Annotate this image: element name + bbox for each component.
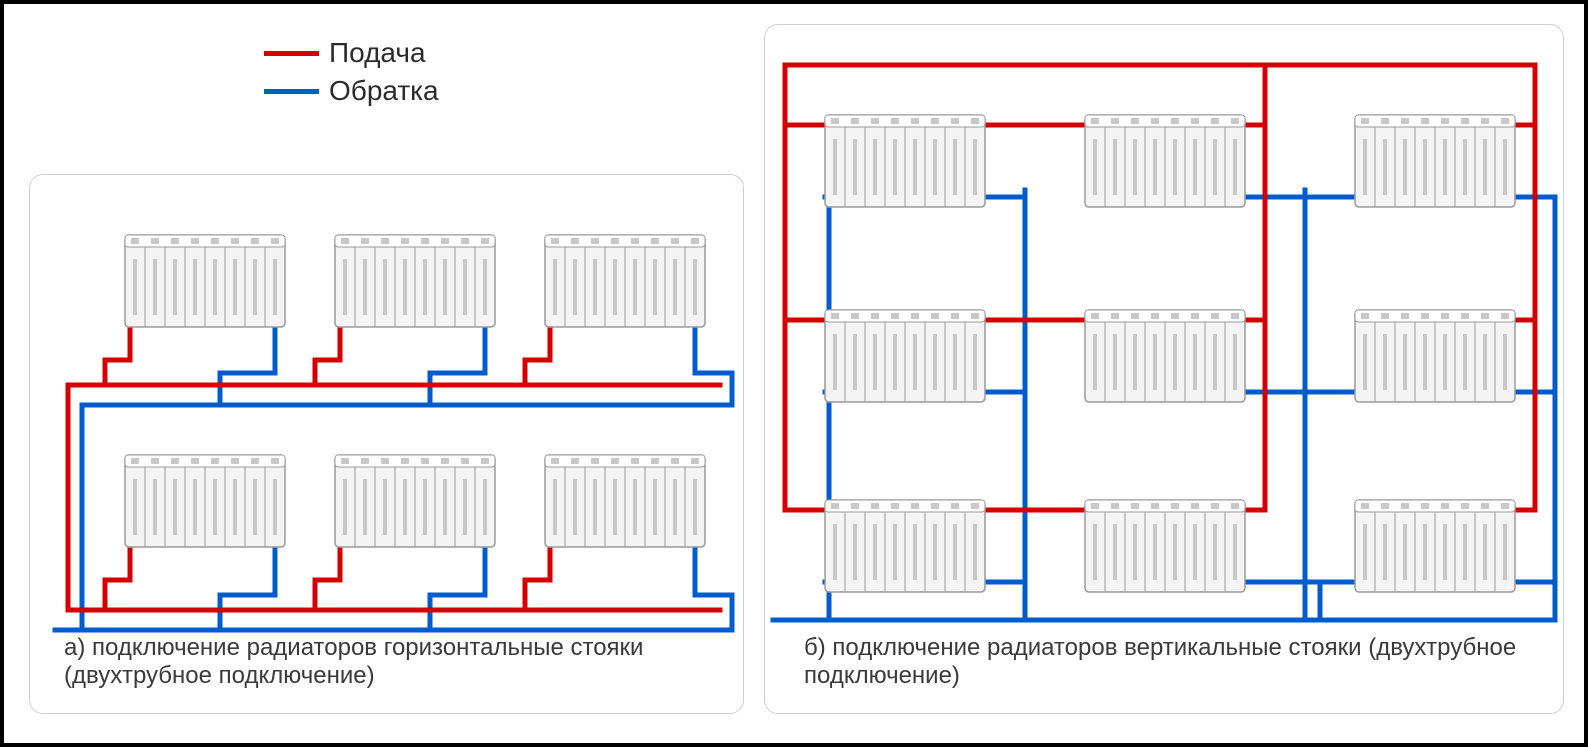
radiator-icon <box>1355 115 1515 207</box>
legend-swatch-supply <box>264 51 319 56</box>
radiator-icon <box>825 500 985 592</box>
legend-label-return: Обратка <box>329 75 439 107</box>
return-pipe <box>220 317 275 405</box>
radiator-icon <box>1355 500 1515 592</box>
radiator-icon <box>545 235 705 327</box>
radiator-icon <box>1085 115 1245 207</box>
supply-pipe <box>105 317 130 385</box>
legend: Подача Обратка <box>264 34 439 110</box>
radiator-icon <box>825 310 985 402</box>
panel-horizontal <box>29 174 744 714</box>
legend-label-supply: Подача <box>329 37 426 69</box>
legend-item-return: Обратка <box>264 72 439 110</box>
panel-vertical <box>764 24 1564 714</box>
radiator-icon <box>125 455 285 547</box>
diagram-vertical <box>765 25 1565 715</box>
radiator-icon <box>335 235 495 327</box>
return-pipe <box>695 317 732 405</box>
radiator-icon <box>1355 310 1515 402</box>
radiator-icon <box>825 115 985 207</box>
return-pipe <box>430 537 485 630</box>
caption-vertical: б) подключение радиаторов вертикальные с… <box>804 634 1544 689</box>
supply-pipe <box>525 537 550 610</box>
caption-horizontal: а) подключение радиаторов горизонтальные… <box>64 634 724 689</box>
radiator-icon <box>125 235 285 327</box>
supply-pipe <box>315 537 340 610</box>
legend-item-supply: Подача <box>264 34 439 72</box>
radiator-icon <box>1085 500 1245 592</box>
radiator-icon <box>1085 310 1245 402</box>
return-pipe <box>220 537 275 630</box>
legend-swatch-return <box>264 89 319 94</box>
radiator-icon <box>335 455 495 547</box>
supply-pipe <box>315 317 340 385</box>
return-pipe <box>695 537 732 630</box>
supply-pipe <box>105 537 130 610</box>
supply-pipe <box>525 317 550 385</box>
return-pipe <box>430 317 485 405</box>
radiator-icon <box>545 455 705 547</box>
